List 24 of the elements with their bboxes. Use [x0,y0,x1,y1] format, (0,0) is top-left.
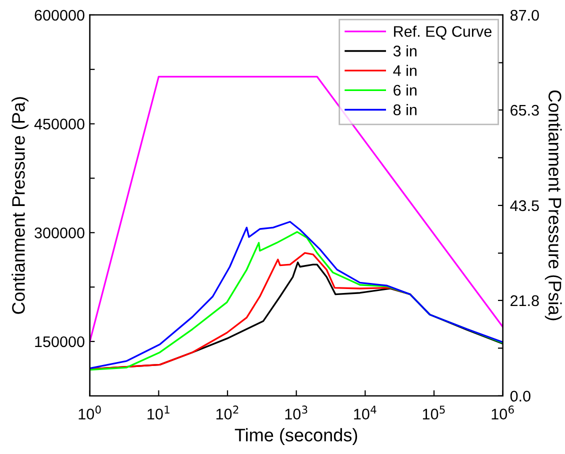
x-tick-label: 10$^{4}$ [354,406,376,420]
legend-label: 8 in [393,104,416,116]
legend-label: 4 in [393,64,416,76]
x-tick-label: 10$^{0}$ [78,406,101,420]
y-axis-title: Contianment Pressure (Pa) [12,97,28,314]
y-tick-label: 150000 [35,336,84,348]
y2-tick-label: 65.3 [510,104,539,116]
legend-label: Ref. EQ Curve [394,26,492,40]
x-tick-label: 10$^{1}$ [148,406,170,420]
y2-tick-label: 21.8 [510,295,539,306]
y2-tick-label: 43.5 [510,200,539,212]
x-tick-label: 10$^{5}$ [422,406,445,420]
x-axis-title: Time (seconds) [234,428,358,446]
y-tick-label: 450000 [34,118,84,130]
legend-label: 6 in [394,84,416,96]
y-tick-label: 300000 [34,228,84,238]
x-tick-label: 10$^{2}$ [216,406,238,420]
y-tick-label: 600000 [34,10,84,21]
y2-axis-title: Contianment Pressure (Psia) [544,90,562,320]
y2-tick-label: 0.0 [510,390,530,402]
legend-label: 3 in [393,45,416,56]
y2-tick-label: 87.0 [510,10,539,21]
x-tick-label: 10$^{6}$ [492,406,514,420]
x-tick-label: 10$^{3}$ [285,406,308,420]
